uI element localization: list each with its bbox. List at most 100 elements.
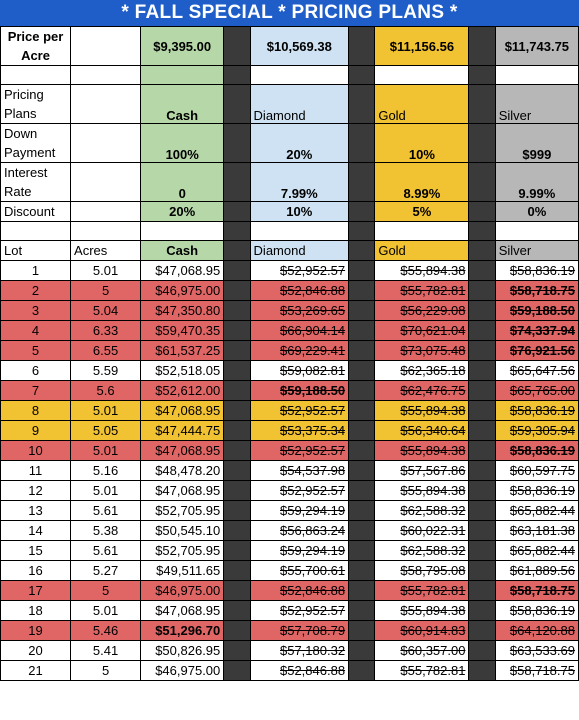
lot-cash-price: $52,612.00 [140, 380, 225, 401]
lot-number: 8 [0, 400, 72, 421]
lot-cash-price: $52,705.95 [140, 540, 225, 561]
discount-diamond: 10% [249, 201, 350, 222]
lot-acres: 5 [70, 660, 142, 681]
lot-diamond-price: $56,863.24 [249, 520, 350, 541]
lot-number: 6 [0, 360, 72, 381]
lot-number: 18 [0, 600, 72, 621]
price-per-acre-label: Price per Acre [0, 26, 72, 66]
lot-cash-price: $46,975.00 [140, 660, 225, 681]
lot-acres: 5.61 [70, 540, 142, 561]
table-row: 5 6.55 $61,537.25 $69,229.41 $73,075.48 $76,9… [0, 340, 579, 361]
lot-silver-price: $65,882.44 [494, 500, 579, 521]
lot-silver-price: $59,188.50 [494, 300, 579, 321]
lot-cash-price: $46,975.00 [140, 280, 225, 301]
table-row: 18 5.01 $47,068.95 $52,952.57 $55,894.38 $58,… [0, 600, 579, 621]
lot-diamond-price: $52,846.88 [249, 280, 350, 301]
table-row: 13 5.61 $52,705.95 $59,294.19 $62,588.32 $65,… [0, 500, 579, 521]
lot-cash-price: $47,068.95 [140, 480, 225, 501]
lot-silver-price: $65,765.00 [494, 380, 579, 401]
lot-gold-price: $55,782.81 [374, 280, 470, 301]
sheet-title: * FALL SPECIAL * PRICING PLANS * [0, 0, 579, 26]
lot-silver-price: $76,921.56 [494, 340, 579, 361]
interest-rate-silver: 9.99% [494, 162, 579, 202]
lot-gold-price: $60,357.00 [374, 640, 470, 661]
down-payment-gold: 10% [374, 123, 470, 163]
table-row: 19 5.46 $51,296.70 $57,708.79 $60,914.83 $64,… [0, 620, 579, 641]
plan-diamond: Diamond [249, 84, 350, 124]
lot-acres: 5.41 [70, 640, 142, 661]
interest-rate-cash: 0 [140, 162, 225, 202]
lot-silver-price: $58,836.19 [494, 400, 579, 421]
lot-gold-price: $55,894.38 [374, 440, 470, 461]
lot-acres: 5.16 [70, 460, 142, 481]
plan-silver: Silver [494, 84, 579, 124]
lot-gold-price: $55,894.38 [374, 400, 470, 421]
lot-gold-price: $58,795.08 [374, 560, 470, 581]
table-row: 9 5.05 $47,444.75 $53,375.34 $56,340.64 $59,3… [0, 420, 579, 441]
interest-rate-gold: 8.99% [374, 162, 470, 202]
lot-gold-price: $62,588.32 [374, 540, 470, 561]
lot-number: 16 [0, 560, 72, 581]
down-payment-row: Down Payment 100% 20% 10% $999 [0, 123, 579, 163]
lot-number: 20 [0, 640, 72, 661]
lot-acres: 5.27 [70, 560, 142, 581]
lot-acres: 5.01 [70, 480, 142, 501]
lot-cash-price: $47,350.80 [140, 300, 225, 321]
pricing-table: Price per Acre $9,395.00 $10,569.38 $11,… [0, 26, 579, 681]
gold-price-per-acre: $11,156.56 [374, 26, 470, 66]
header-acres: Acres [70, 240, 142, 261]
lot-number: 10 [0, 440, 72, 461]
lot-acres: 5.01 [70, 260, 142, 281]
lot-gold-price: $56,229.08 [374, 300, 470, 321]
lot-silver-price: $58,836.19 [494, 440, 579, 461]
discount-cash: 20% [140, 201, 225, 222]
lot-number: 11 [0, 460, 72, 481]
lot-diamond-price: $57,708.79 [249, 620, 350, 641]
lot-diamond-price: $52,952.57 [249, 480, 350, 501]
lot-silver-price: $58,718.75 [494, 660, 579, 681]
lot-gold-price: $62,365.18 [374, 360, 470, 381]
lot-cash-price: $52,518.05 [140, 360, 225, 381]
interest-rate-diamond: 7.99% [249, 162, 350, 202]
lot-gold-price: $60,022.31 [374, 520, 470, 541]
lot-number: 12 [0, 480, 72, 501]
lot-diamond-price: $59,294.19 [249, 500, 350, 521]
lot-gold-price: $57,567.86 [374, 460, 470, 481]
discount-row: Discount 20% 10% 5% 0% [0, 201, 579, 222]
interest-rate-row: Interest Rate 0 7.99% 8.99% 9.99% [0, 162, 579, 202]
lot-acres: 5.01 [70, 600, 142, 621]
lot-number: 2 [0, 280, 72, 301]
lot-acres: 5.38 [70, 520, 142, 541]
lot-acres: 5.46 [70, 620, 142, 641]
lot-number: 19 [0, 620, 72, 641]
lot-cash-price: $47,068.95 [140, 260, 225, 281]
down-payment-label: Down Payment [0, 123, 72, 163]
table-row: 8 5.01 $47,068.95 $52,952.57 $55,894.38 $58,8… [0, 400, 579, 421]
table-row: 15 5.61 $52,705.95 $59,294.19 $62,588.32 $65,… [0, 540, 579, 561]
lot-gold-price: $62,476.75 [374, 380, 470, 401]
lot-number: 3 [0, 300, 72, 321]
lot-silver-price: $65,882.44 [494, 540, 579, 561]
table-row: 3 5.04 $47,350.80 $53,269.65 $56,229.08 $59,1… [0, 300, 579, 321]
lot-diamond-price: $52,952.57 [249, 260, 350, 281]
lot-number: 1 [0, 260, 72, 281]
pricing-plans-row: Pricing Plans Cash Diamond Gold Silver [0, 84, 579, 124]
table-row: 7 5.6 $52,612.00 $59,188.50 $62,476.75 $65,76… [0, 380, 579, 401]
lot-diamond-price: $53,375.34 [249, 420, 350, 441]
lot-gold-price: $60,914.83 [374, 620, 470, 641]
lot-acres: 5 [70, 280, 142, 301]
discount-gold: 5% [374, 201, 470, 222]
lots-table-body: 1 5.01 $47,068.95 $52,952.57 $55,894.38 $58,8… [0, 260, 579, 681]
lot-diamond-price: $59,082.81 [249, 360, 350, 381]
lot-cash-price: $59,470.35 [140, 320, 225, 341]
lot-gold-price: $73,075.48 [374, 340, 470, 361]
lot-gold-price: $55,782.81 [374, 660, 470, 681]
lot-diamond-price: $52,952.57 [249, 440, 350, 461]
price-per-acre-row: Price per Acre $9,395.00 $10,569.38 $11,… [0, 26, 579, 66]
lot-number: 14 [0, 520, 72, 541]
lot-acres: 5.05 [70, 420, 142, 441]
lot-silver-price: $60,597.75 [494, 460, 579, 481]
lot-gold-price: $70,621.04 [374, 320, 470, 341]
cash-price-per-acre: $9,395.00 [140, 26, 225, 66]
lot-silver-price: $58,836.19 [494, 480, 579, 501]
